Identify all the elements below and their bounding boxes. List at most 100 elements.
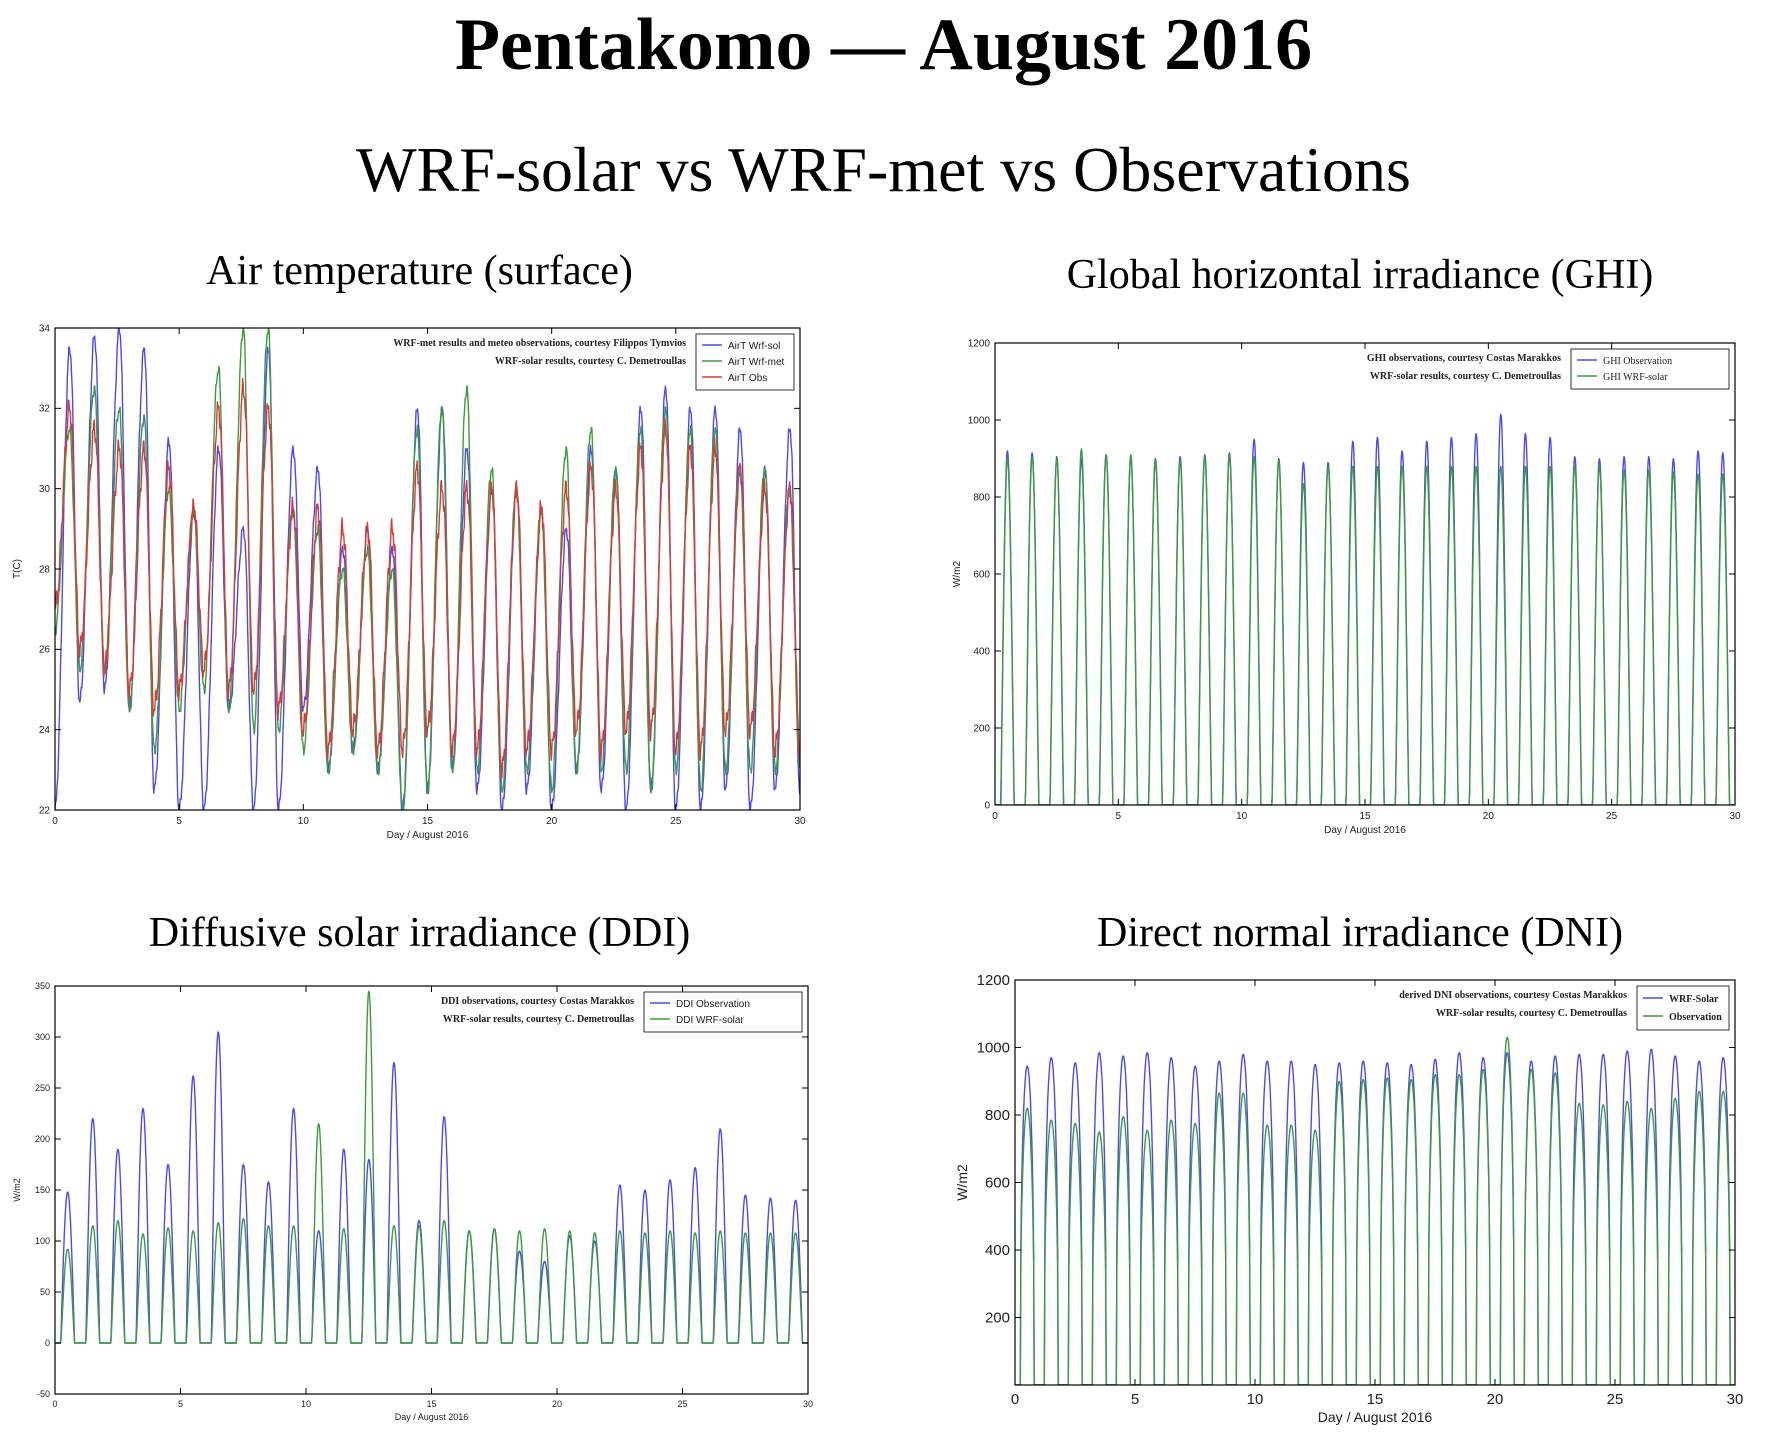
x-tick-label-air-2: 10 (298, 816, 310, 827)
axes-frame-ghi (994, 342, 1736, 806)
y-tick-label-dni-0: 200 (985, 1310, 1010, 1327)
y-tick-label-dni-2: 600 (985, 1175, 1010, 1192)
x-tick-label-ddi-2: 10 (301, 1399, 311, 1409)
annotation-ghi-1: WRF-solar results, courtesy C. Demetroul… (1370, 371, 1561, 382)
x-tick-label-ghi-3: 15 (1359, 811, 1371, 822)
legend-label-air-0: AirT Wrf-sol (728, 341, 780, 352)
y-tick-label-ghi-4: 800 (973, 492, 990, 503)
series-line-air-0 (55, 328, 800, 810)
legend-label-dni-1: Observation (1669, 1012, 1722, 1023)
y-tick-label-dni-3: 800 (985, 1107, 1010, 1124)
y-tick-label-air-1: 24 (39, 725, 51, 736)
chart-title-ddi: Diffusive solar irradiance (DDI) (148, 910, 691, 956)
x-tick-label-ddi-6: 30 (803, 1399, 813, 1409)
plot-air: 0 5 10 15 20 25 30 22 24 26 28 30 32 34 Day / August 2… (12, 323, 806, 841)
x-tick-label-ddi-3: 15 (426, 1399, 436, 1409)
series-group-dni (1015, 1036, 1735, 1385)
annotation-dni-1: WRF-solar results, courtesy C. Demetroul… (1436, 1008, 1627, 1019)
legend-label-ddi-1: DDI WRF-solar (676, 1015, 744, 1026)
legend-box-dni (1636, 985, 1730, 1031)
y-tick-label-ddi-1: 0 (45, 1338, 50, 1348)
y-axis-label-dni: W/m2 (954, 1164, 970, 1201)
series-line-dni-0 (1015, 1048, 1735, 1385)
y-tick-label-ddi-5: 200 (35, 1134, 50, 1144)
x-tick-label-ddi-4: 20 (552, 1399, 562, 1409)
y-tick-label-ddi-2: 50 (40, 1287, 50, 1297)
y-tick-label-ghi-1: 200 (973, 723, 990, 734)
legend-label-dni-0: WRF-Solar (1669, 994, 1719, 1005)
y-tick-label-dni-1: 400 (985, 1242, 1010, 1259)
y-tick-label-ghi-6: 1200 (968, 338, 991, 349)
chart-ghi: 0 5 10 15 20 25 30 0 200 400 600 800 1000 1200 Day / A… (952, 338, 1741, 836)
chart-title-ghi: Global horizontal irradiance (GHI) (1066, 252, 1654, 298)
series-group-air (55, 328, 800, 810)
x-tick-label-ddi-0: 0 (52, 1399, 57, 1409)
x-tick-label-air-1: 5 (176, 816, 182, 827)
y-axis-label-ddi: W/m2 (12, 1178, 22, 1202)
y-tick-label-ddi-3: 100 (35, 1236, 50, 1246)
y-tick-label-ghi-2: 400 (973, 646, 990, 657)
x-tick-label-ghi-6: 30 (1729, 811, 1741, 822)
series-group-ghi (995, 413, 1735, 805)
chart-title-dni: Direct normal irradiance (DNI) (1097, 910, 1623, 956)
axes-frame-ddi (54, 985, 809, 1395)
chart-ddi: 0 5 10 15 20 25 30-50050100150200250300350Day … (12, 981, 813, 1422)
annotation-dni-0: derived DNI observations, courtesy Costa… (1399, 990, 1627, 1001)
x-tick-label-air-3: 15 (422, 816, 434, 827)
y-tick-label-air-0: 22 (39, 805, 51, 816)
x-tick-label-dni-1: 5 (1131, 1391, 1139, 1408)
legend-label-ghi-1: GHI WRF-solar (1603, 372, 1668, 383)
series-line-ghi-1 (995, 448, 1735, 805)
axes-frame-air (54, 327, 801, 811)
series-line-ddi-0 (55, 1031, 808, 1344)
plot-dni: 0 5 10 15 20 25 30 200 400 600 800 1000 1200 Day / Au… (954, 972, 1743, 1425)
x-tick-label-air-5: 25 (670, 816, 682, 827)
y-tick-label-air-6: 34 (39, 323, 51, 334)
series-line-air-1 (55, 328, 800, 810)
legend-box-air (695, 333, 795, 391)
annotation-ddi-1: WRF-solar results, courtesy C. Demetroul… (443, 1014, 634, 1025)
y-tick-label-dni-4: 1000 (977, 1040, 1010, 1057)
y-axis-label-ghi: W/m2 (952, 561, 963, 588)
annotation-air-1: WRF-solar results, courtesy C. Demetroul… (495, 356, 686, 367)
legend-box-ghi (1570, 348, 1730, 390)
x-axis-label-ghi: Day / August 2016 (1324, 825, 1406, 836)
legend-label-ddi-0: DDI Observation (676, 999, 750, 1010)
x-axis-label-dni: Day / August 2016 (1318, 1409, 1433, 1425)
y-tick-label-air-5: 32 (39, 404, 51, 415)
x-axis-label-ddi: Day / August 2016 (395, 1412, 469, 1422)
y-tick-label-ddi-8: 350 (35, 981, 50, 991)
y-tick-label-air-3: 28 (39, 564, 51, 575)
annotation-ddi-0: DDI observations, courtesy Costas Marakk… (441, 996, 634, 1007)
chart-dni: 0 5 10 15 20 25 30 200 400 600 800 1000 1200 Day / Au… (954, 972, 1743, 1425)
y-tick-label-air-2: 26 (39, 645, 51, 656)
x-tick-label-ddi-5: 25 (677, 1399, 687, 1409)
annotation-air-0: WRF-met results and meteo observations, … (393, 338, 686, 349)
x-tick-label-ghi-4: 20 (1483, 811, 1495, 822)
y-tick-label-dni-5: 1200 (977, 972, 1010, 989)
x-tick-label-air-0: 0 (52, 816, 58, 827)
legend-box-ddi (643, 991, 803, 1033)
axes-frame-dni (1014, 979, 1736, 1386)
y-tick-label-ddi-4: 150 (35, 1185, 50, 1195)
x-tick-label-dni-2: 10 (1247, 1391, 1264, 1408)
page-title: Pentakomo — August 2016 (454, 4, 1313, 86)
x-tick-label-ddi-1: 5 (178, 1399, 183, 1409)
page-subtitle: WRF-solar vs WRF-met vs Observations (356, 134, 1411, 205)
x-tick-label-dni-4: 20 (1487, 1391, 1504, 1408)
y-tick-label-ddi-7: 300 (35, 1032, 50, 1042)
legend-label-air-2: AirT Obs (728, 373, 767, 384)
y-axis-label-air: T(C) (12, 559, 23, 579)
series-line-dni-1 (1015, 1036, 1735, 1385)
y-tick-label-ddi-0: -50 (37, 1389, 50, 1399)
legend-label-air-1: AirT Wrf-met (728, 357, 785, 368)
x-tick-label-air-6: 30 (794, 816, 806, 827)
legend-label-ghi-0: GHI Observation (1603, 356, 1672, 367)
y-tick-label-air-4: 30 (39, 484, 51, 495)
x-tick-label-ghi-2: 10 (1236, 811, 1248, 822)
plot-ddi: 0 5 10 15 20 25 30-50050100150200250300350Day … (12, 981, 813, 1422)
x-tick-label-dni-3: 15 (1367, 1391, 1384, 1408)
x-axis-label-air: Day / August 2016 (387, 830, 469, 841)
series-line-ddi-1 (55, 990, 808, 1344)
x-tick-label-ghi-1: 5 (1116, 811, 1122, 822)
